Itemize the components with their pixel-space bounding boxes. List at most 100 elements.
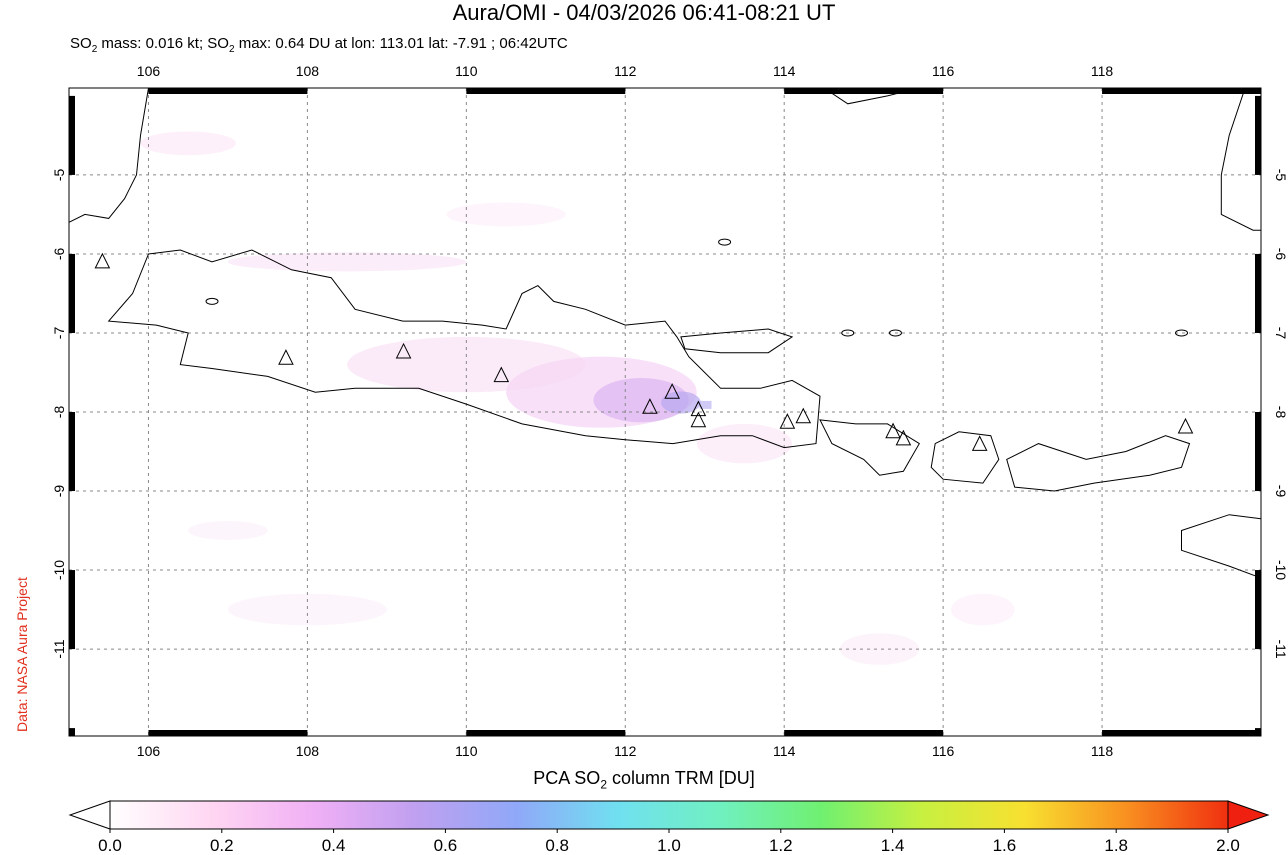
sumatra-coast bbox=[69, 88, 149, 223]
colorbar-tick-1.4: 1.4 bbox=[881, 836, 905, 855]
colorbar-tick-0.0: 0.0 bbox=[98, 836, 122, 855]
lat-tick-right--10: -10 bbox=[1273, 560, 1288, 580]
colorbar-tick-0.4: 0.4 bbox=[322, 836, 346, 855]
lon-tick-bottom-110: 110 bbox=[455, 743, 478, 759]
colorbar-title-text-1: PCA SO bbox=[533, 768, 601, 788]
subtitle-text-2: mass: 0.016 kt; SO bbox=[97, 35, 229, 52]
volcano-marker-5 bbox=[664, 383, 680, 399]
frame-top-block-4 bbox=[784, 88, 944, 94]
colorbar-tick-0.8: 0.8 bbox=[545, 836, 569, 855]
small-island-3 bbox=[1175, 329, 1189, 337]
frame-bottom-block-2 bbox=[466, 730, 626, 736]
lat-tick-left--10: -10 bbox=[51, 560, 67, 580]
volcano-marker-4 bbox=[642, 398, 658, 414]
map-frame bbox=[68, 87, 1262, 737]
subtitle-sub-2: 2 bbox=[228, 44, 235, 55]
lat-tick-left--7: -7 bbox=[51, 327, 67, 340]
volcano-marker-11 bbox=[895, 429, 912, 446]
lon-tick-bottom-112: 112 bbox=[614, 743, 637, 759]
frame-left-block-4 bbox=[69, 728, 75, 736]
frame-top-block-6 bbox=[1102, 88, 1261, 94]
lon-tick-top-116: 116 bbox=[932, 63, 955, 79]
volcano-marker-8 bbox=[779, 413, 796, 429]
frame-left-block-1 bbox=[69, 253, 75, 333]
coastline-layer bbox=[69, 88, 1261, 579]
axis-tick-labels: 106 106 108 108 110 110 112 112 114 114 116 116 118 1… bbox=[51, 63, 1288, 759]
lon-tick-top-108: 108 bbox=[296, 63, 320, 79]
lat-tick-left--11: -11 bbox=[51, 639, 67, 658]
lat-tick-left--6: -6 bbox=[51, 248, 67, 261]
frame-left-block-0 bbox=[69, 95, 75, 175]
volcano-marker-2 bbox=[395, 342, 412, 359]
subtitle-text-1: SO bbox=[70, 35, 92, 52]
lat-tick-right--9: -9 bbox=[1273, 485, 1288, 498]
volcano-markers bbox=[94, 252, 1194, 451]
map-title: Aura/OMI - 04/03/2026 06:41-08:21 UT bbox=[452, 0, 836, 25]
volcano-marker-6 bbox=[690, 400, 707, 417]
so2-patch-4 bbox=[227, 252, 467, 272]
lat-tick-right--11: -11 bbox=[1273, 639, 1288, 658]
frame-left-block-3 bbox=[69, 570, 75, 650]
frame-bottom-block-4 bbox=[784, 730, 944, 736]
so2-patch-6 bbox=[696, 423, 793, 464]
colorbar-tick-1.2: 1.2 bbox=[769, 836, 793, 855]
frame-left-block-2 bbox=[69, 412, 75, 492]
colorbar-over-arrow bbox=[1227, 800, 1270, 830]
volcano-marker-13 bbox=[1177, 417, 1194, 434]
volcano-marker-9 bbox=[795, 407, 812, 424]
colorbar-tick-1.6: 1.6 bbox=[993, 836, 1017, 855]
lon-tick-bottom-114: 114 bbox=[773, 743, 796, 759]
so2-patch-11 bbox=[951, 593, 1015, 626]
frame-bottom-block-0 bbox=[148, 730, 308, 736]
so2-patch-2 bbox=[661, 391, 701, 414]
volcano-marker-7 bbox=[690, 411, 707, 428]
lombok-coast bbox=[930, 431, 1000, 484]
colorbar-tick-0.2: 0.2 bbox=[210, 836, 234, 855]
frame-right-block-1 bbox=[1255, 253, 1261, 333]
lon-tick-bottom-108: 108 bbox=[296, 743, 320, 759]
colorbar-title-text-2: column TRM [DU] bbox=[607, 768, 755, 788]
lon-tick-top-106: 106 bbox=[137, 63, 161, 79]
map-subtitle: SO2 mass: 0.016 kt; SO2 max: 0.64 DU at … bbox=[70, 35, 568, 55]
subtitle-sub-1: 2 bbox=[91, 44, 98, 55]
colorbar-title: PCA SO2 column TRM [DU] bbox=[0, 768, 1288, 792]
subtitle-text-3: max: 0.64 DU at lon: 113.01 lat: -7.91 ;… bbox=[234, 35, 568, 52]
sumba-coast bbox=[1181, 514, 1261, 579]
graticule bbox=[69, 88, 1261, 736]
lat-tick-right--6: -6 bbox=[1273, 248, 1288, 261]
colorbar-tick-1.0: 1.0 bbox=[657, 836, 681, 855]
so2-patch-10 bbox=[188, 521, 268, 541]
lon-tick-top-114: 114 bbox=[773, 63, 796, 79]
small-island-1 bbox=[841, 329, 855, 337]
so2-patch-1 bbox=[593, 378, 689, 423]
so2-patch-9 bbox=[446, 202, 566, 227]
lon-tick-top-110: 110 bbox=[455, 63, 478, 79]
lat-tick-left--9: -9 bbox=[51, 485, 67, 498]
frame-right-block-0 bbox=[1255, 95, 1261, 175]
lon-tick-top-112: 112 bbox=[614, 63, 637, 79]
so2-patch-7 bbox=[227, 593, 387, 626]
volcano-marker-3 bbox=[493, 366, 510, 383]
frame-right-block-3 bbox=[1255, 570, 1261, 650]
lat-tick-left--8: -8 bbox=[51, 406, 67, 419]
small-island-2 bbox=[888, 329, 902, 337]
lon-tick-bottom-118: 118 bbox=[1091, 743, 1114, 759]
frame-right-block-4 bbox=[1255, 728, 1261, 736]
madura-coast bbox=[680, 328, 794, 354]
frame-top-block-2 bbox=[466, 88, 626, 94]
so2-patch-5 bbox=[140, 131, 236, 156]
java-coast bbox=[107, 249, 821, 449]
sulawesi-coast bbox=[1220, 88, 1261, 231]
lat-tick-left--5: -5 bbox=[51, 168, 67, 181]
colorbar-under-arrow bbox=[68, 800, 111, 830]
frame-bottom-block-6 bbox=[1102, 730, 1261, 736]
colorbar-tick-1.8: 1.8 bbox=[1104, 836, 1128, 855]
lat-tick-right--7: -7 bbox=[1273, 327, 1288, 340]
bali-coast bbox=[819, 419, 920, 476]
sumbawa-coast bbox=[1006, 435, 1191, 492]
volcano-marker-10 bbox=[885, 422, 901, 439]
so2-max-cell bbox=[699, 400, 712, 409]
frame-right-block-2 bbox=[1255, 412, 1261, 492]
frame-top-block-0 bbox=[148, 88, 308, 94]
